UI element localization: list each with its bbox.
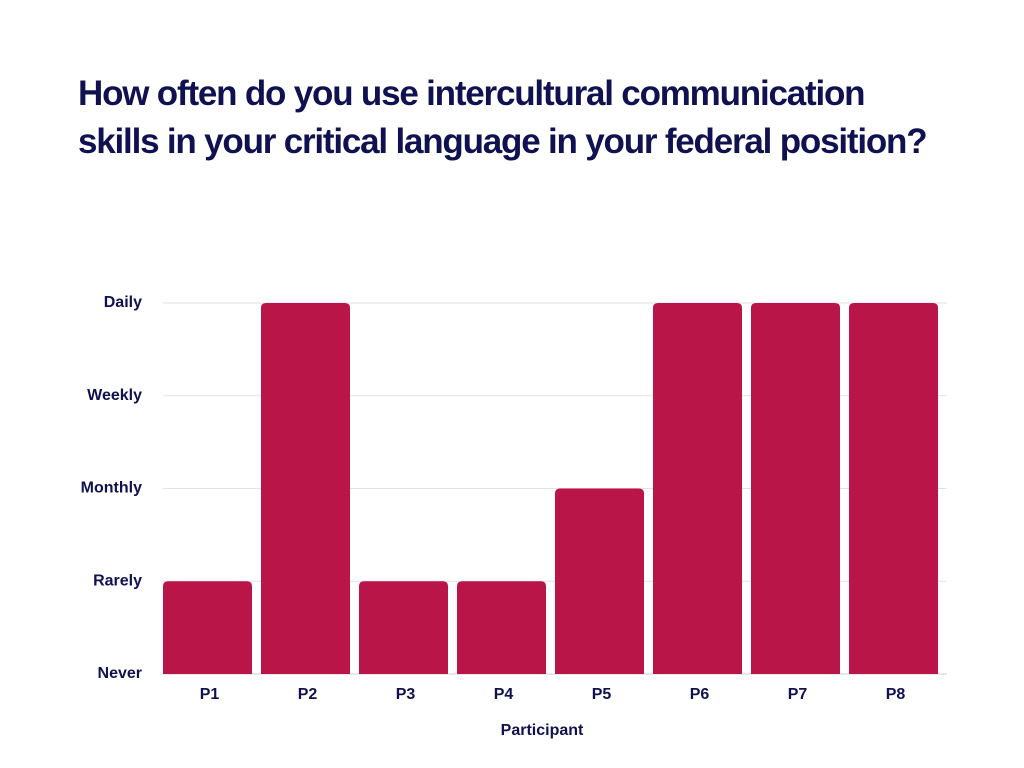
bar-p1: [163, 581, 252, 674]
x-tick-label-p4: P4: [494, 686, 514, 703]
x-tick-label-p3: P3: [396, 686, 416, 703]
bar-p6: [653, 303, 742, 674]
y-tick-label-rarely: Rarely: [93, 572, 142, 589]
y-tick-label-daily: Daily: [104, 294, 142, 311]
bars: [163, 303, 938, 674]
x-axis-label: Participant: [501, 722, 584, 739]
bar-p8: [849, 303, 938, 674]
chart-title: How often do you use intercultural commu…: [78, 70, 1008, 166]
x-tick-label-p1: P1: [200, 686, 220, 703]
chart-title-line-2: skills in your critical language in your…: [78, 122, 928, 161]
x-tick-label-p7: P7: [788, 686, 808, 703]
x-tick-label-p5: P5: [592, 686, 612, 703]
bar-p4: [457, 581, 546, 674]
x-axis-ticks: P1 P2 P3 P4 P5 P6 P7 P8: [200, 686, 906, 703]
y-tick-label-never: Never: [98, 665, 142, 682]
x-tick-label-p6: P6: [690, 686, 710, 703]
bar-p3: [359, 581, 448, 674]
chart-title-line-1: How often do you use intercultural commu…: [78, 74, 866, 113]
bar-p2: [261, 303, 350, 674]
y-axis-ticks: Never Rarely Monthly Weekly Daily: [81, 294, 142, 682]
y-tick-label-monthly: Monthly: [81, 480, 142, 497]
x-tick-label-p8: P8: [886, 686, 906, 703]
bar-p7: [751, 303, 840, 674]
bar-p5: [555, 488, 644, 674]
y-tick-label-weekly: Weekly: [87, 387, 142, 404]
x-tick-label-p2: P2: [298, 686, 318, 703]
